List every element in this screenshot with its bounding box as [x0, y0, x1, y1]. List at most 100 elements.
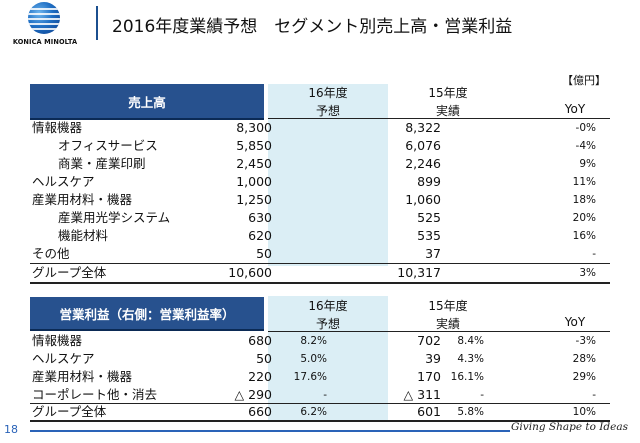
fy16-forecast: 50 [256, 246, 272, 261]
fy16-forecast: 220 [248, 369, 272, 384]
fy15-actual: 2,246 [405, 156, 441, 171]
brand-tagline: Giving Shape to Ideas [511, 421, 628, 433]
fy16-forecast: △ 290 [234, 387, 272, 402]
fy15-actual: 899 [417, 174, 441, 189]
fy16-margin: - [323, 389, 327, 401]
row-label: 商業・産業印刷 [58, 156, 146, 171]
row-label: グループ全体 [32, 404, 107, 419]
page-number: 18 [4, 423, 18, 436]
fy16-forecast: 5,850 [236, 138, 272, 153]
fy15-margin: 8.4% [457, 335, 484, 347]
fy16-forecast: 660 [248, 404, 272, 419]
op-col-fy15-sub: 実績 [435, 317, 460, 331]
op-col-fy16: 16年度 [308, 299, 348, 313]
yoy: - [592, 389, 596, 401]
op-col-fy15: 15年度 [428, 299, 468, 313]
yoy: 11% [572, 176, 596, 188]
sales-heading: 売上高 [30, 84, 264, 120]
fy15-actual: 39 [425, 351, 441, 366]
op-col-yoy: YoY [564, 315, 586, 329]
fy15-margin: 4.3% [457, 353, 484, 365]
fy15-actual: 8,322 [405, 120, 441, 135]
logo-text: KONICA MINOLTA [12, 38, 78, 46]
fy15-actual: 37 [425, 246, 441, 261]
sales-col-fy15-sub: 実績 [435, 104, 460, 118]
sales-col-fy16: 16年度 [308, 86, 348, 100]
sales-forecast-column-shade [268, 84, 388, 266]
fy16-forecast: 1,250 [236, 192, 272, 207]
table-row: 機能材料 620 535 16% [30, 227, 610, 245]
table-row: ヘルスケア 50 5.0% 39 4.3% 28% [30, 350, 610, 368]
table-row: 産業用材料・機器 220 17.6% 170 16.1% 29% [30, 368, 610, 386]
fy16-margin: 17.6% [293, 371, 327, 383]
fy15-actual: 525 [417, 210, 441, 225]
yoy: 9% [579, 158, 596, 170]
yoy: -3% [575, 335, 596, 347]
footer-rule [30, 430, 510, 432]
fy16-forecast: 680 [248, 333, 272, 348]
fy15-actual: 535 [417, 228, 441, 243]
fy16-forecast: 1,000 [236, 174, 272, 189]
table-row: コーポレート他・消去 △ 290 - △ 311 - - [30, 386, 610, 404]
fy15-actual: 10,317 [397, 265, 441, 280]
page-title: 2016年度業績予想 セグメント別売上高・営業利益 [112, 17, 513, 37]
fy16-forecast: 50 [256, 351, 272, 366]
row-label: 産業用材料・機器 [32, 192, 133, 207]
fy15-margin: 16.1% [450, 371, 484, 383]
fy16-forecast: 620 [248, 228, 272, 243]
fy16-forecast: 630 [248, 210, 272, 225]
yoy: - [592, 248, 596, 260]
table-row-total: グループ全体 10,600 10,317 3% [30, 264, 610, 282]
sales-col-fy15: 15年度 [428, 86, 468, 100]
table-row: 情報機器 680 8.2% 702 8.4% -3% [30, 332, 610, 350]
fy15-actual: 170 [417, 369, 441, 384]
fy15-actual: 1,060 [405, 192, 441, 207]
row-label: 産業用材料・機器 [32, 369, 133, 384]
table-row-total: グループ全体 660 6.2% 601 5.8% 10% [30, 403, 610, 421]
fy15-actual: 601 [417, 404, 441, 419]
row-label: オフィスサービス [58, 138, 158, 153]
unit-label: 【億円】 [562, 74, 606, 87]
table-row: 産業用光学システム 630 525 20% [30, 209, 610, 227]
op-bottom-rule [30, 420, 610, 422]
sales-heading-label: 売上高 [128, 94, 166, 110]
row-label: その他 [32, 246, 70, 261]
op-heading-label: 営業利益（右側：営業利益率） [59, 306, 235, 322]
sales-header-rule [268, 118, 610, 119]
fy15-margin: - [480, 389, 484, 401]
fy16-margin: 6.2% [300, 406, 327, 418]
table-row: 商業・産業印刷 2,450 2,246 9% [30, 155, 610, 173]
yoy: 3% [579, 267, 596, 279]
globe-icon [28, 2, 60, 34]
fy16-forecast: 8,300 [236, 120, 272, 135]
table-row: 情報機器 8,300 8,322 -0% [30, 119, 610, 137]
table-row: ヘルスケア 1,000 899 11% [30, 173, 610, 191]
table-row: 産業用材料・機器 1,250 1,060 18% [30, 191, 610, 209]
fy16-forecast: 10,600 [228, 265, 272, 280]
row-label: グループ全体 [32, 265, 107, 280]
fy15-actual: 6,076 [405, 138, 441, 153]
op-header-rule [268, 331, 610, 332]
sales-total-rule [30, 263, 610, 264]
row-label: ヘルスケア [32, 174, 95, 189]
yoy: 10% [572, 406, 596, 418]
yoy: 16% [572, 230, 596, 242]
row-label: コーポレート他・消去 [32, 387, 158, 402]
op-heading: 営業利益（右側：営業利益率） [30, 297, 264, 331]
yoy: 18% [572, 194, 596, 206]
sales-col-yoy: YoY [564, 102, 586, 116]
fy15-margin: 5.8% [457, 406, 484, 418]
table-row: オフィスサービス 5,850 6,076 -4% [30, 137, 610, 155]
fy16-forecast: 2,450 [236, 156, 272, 171]
fy15-actual: △ 311 [403, 387, 441, 402]
title-separator [96, 6, 98, 40]
yoy: -0% [575, 122, 596, 134]
op-total-rule [30, 403, 610, 404]
row-label: 産業用光学システム [58, 210, 171, 225]
fy16-margin: 5.0% [300, 353, 327, 365]
fy15-actual: 702 [417, 333, 441, 348]
yoy: 29% [572, 371, 596, 383]
konica-minolta-logo: KONICA MINOLTA [8, 2, 82, 54]
yoy: 20% [572, 212, 596, 224]
op-col-fy16-sub: 予想 [315, 317, 340, 331]
